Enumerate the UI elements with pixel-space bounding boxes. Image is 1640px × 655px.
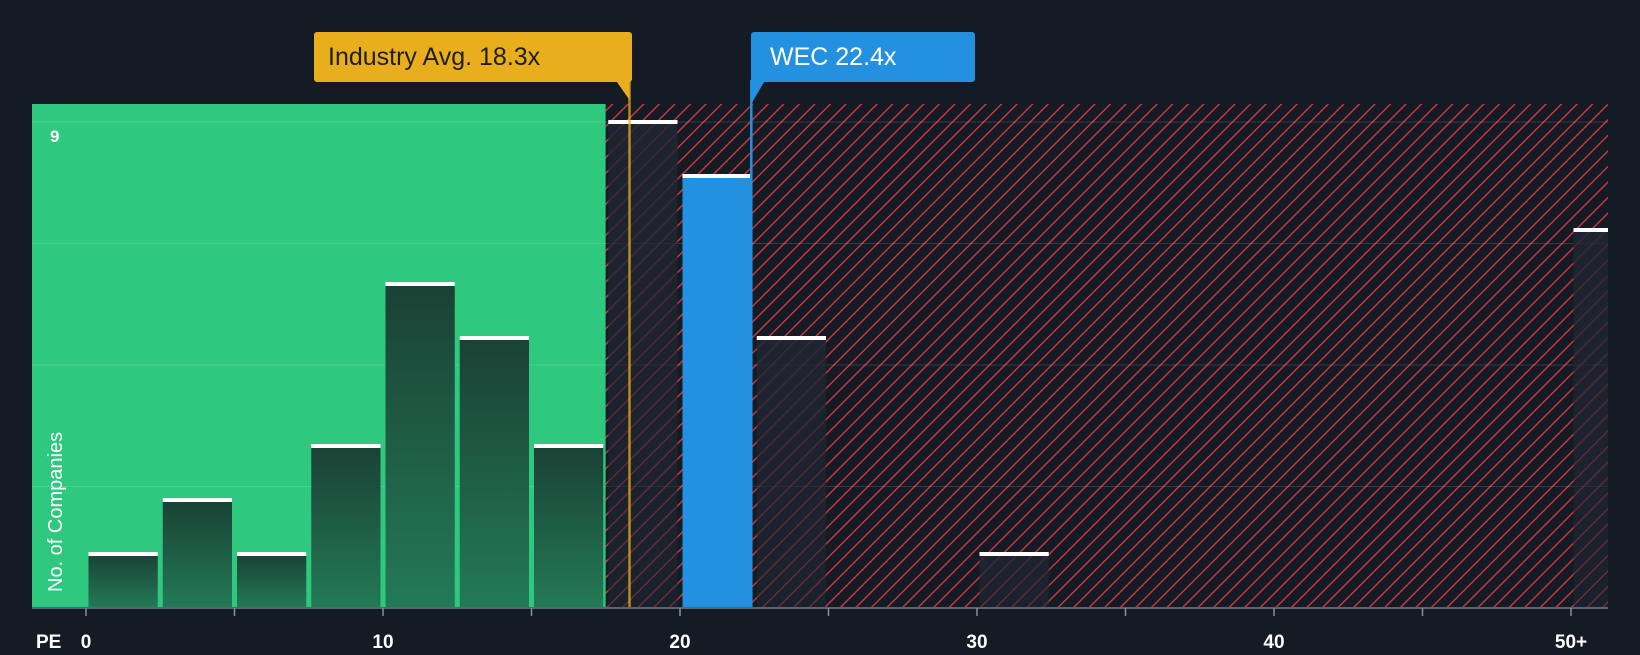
bar-cap [385,282,455,286]
histogram-bar [682,176,752,608]
x-axis-label: PE [36,632,61,650]
histogram-bar [88,554,158,608]
bar-cap [979,552,1049,556]
bar-cap [682,174,752,178]
histogram-bar [756,338,826,608]
bar-cap [1573,228,1608,232]
overvalued-zone [605,104,1608,608]
bar-cap [88,552,158,556]
company-callout-pointer [751,80,766,104]
x-tick-label: 20 [669,632,690,650]
bar-cap [608,120,678,124]
histogram-bar [979,554,1049,608]
histogram-bar [237,554,307,608]
x-tick-label: 30 [966,632,987,650]
company-pe-callout: WEC 22.4x [751,32,975,82]
x-tick-label: 0 [81,632,92,650]
industry-average-callout: Industry Avg. 18.3x [314,32,632,82]
x-tick-label: 40 [1263,632,1284,650]
y-tick-label: 9 [50,127,59,146]
histogram-bar [385,284,455,608]
industry-callout-pointer [615,80,630,100]
bar-cap [459,336,529,340]
x-tick-label: 50+ [1555,632,1587,650]
histogram-bar [608,122,678,608]
bar-cap [311,444,381,448]
bar-cap [534,444,604,448]
histogram-bar [534,446,604,608]
histogram-bar [311,446,381,608]
bar-cap [237,552,307,556]
histogram-bar [1573,230,1608,608]
bar-cap [756,336,826,340]
y-axis-label: No. of Companies [45,432,67,592]
bar-cap [162,498,232,502]
x-tick-label: 10 [372,632,393,650]
histogram-bar [162,500,232,608]
histogram-bar [459,338,529,608]
